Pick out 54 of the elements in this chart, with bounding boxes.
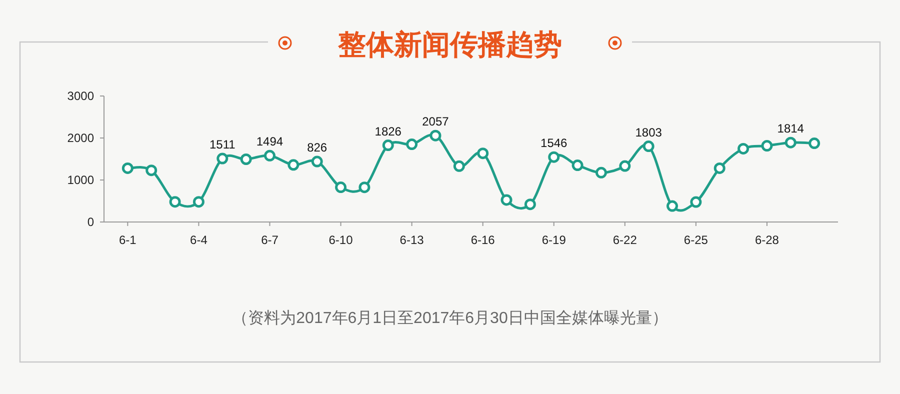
- point: [572, 160, 584, 172]
- point: [666, 200, 678, 212]
- x-tick-label: 6-28: [754, 233, 780, 247]
- point: [382, 140, 394, 152]
- point: [477, 148, 489, 160]
- point: [311, 156, 323, 168]
- x-tick-label: 6-13: [400, 233, 424, 247]
- point: [500, 194, 512, 206]
- y-tick-label: 1000: [67, 173, 94, 187]
- point: [595, 166, 607, 178]
- x-tick-label: 6-4: [190, 233, 208, 247]
- point: [192, 196, 204, 208]
- annotation: 1546: [540, 136, 568, 150]
- point: [784, 136, 796, 148]
- x-tick-label: 6-16: [470, 233, 496, 247]
- x-tick-label: 6-10: [328, 233, 354, 247]
- point: [714, 162, 726, 174]
- y-tick-label: 3000: [67, 89, 94, 103]
- annotation: 1803: [635, 125, 662, 140]
- point: [406, 138, 418, 150]
- annotation: 1826: [374, 124, 402, 138]
- annotation: 826: [307, 140, 328, 155]
- annotation: 1511: [209, 138, 236, 152]
- point: [453, 160, 465, 172]
- y-tick-label: 2000: [67, 131, 94, 145]
- point: [216, 152, 228, 164]
- point: [430, 130, 442, 142]
- annotation: 1494: [256, 134, 284, 149]
- point: [288, 159, 300, 171]
- point: [808, 138, 820, 150]
- x-tick-label: 6-22: [612, 233, 638, 247]
- point: [690, 196, 702, 208]
- point: [335, 182, 347, 194]
- point: [548, 151, 560, 163]
- x-tick-label: 6-19: [542, 233, 566, 247]
- text: （资料为2017年6月1日至2017年6月30日中国全媒体曝光量）: [232, 309, 668, 327]
- point: [264, 150, 276, 162]
- x-tick-label: 6-7: [261, 233, 279, 247]
- point: [358, 182, 370, 194]
- point: [240, 154, 252, 165]
- x-tick-label: 6-1: [119, 233, 137, 247]
- point: [738, 142, 750, 154]
- x-tick-label: 6-25: [684, 233, 708, 247]
- point: [524, 198, 536, 210]
- annotation: 1814: [777, 122, 804, 136]
- point: [122, 162, 134, 174]
- annotation: 2057: [422, 114, 450, 129]
- chart-title: 整体新闻传播趋势: [337, 29, 562, 60]
- point: [619, 160, 631, 172]
- y-tick-label: 0: [87, 215, 94, 229]
- point: [169, 196, 181, 208]
- point: [761, 140, 773, 152]
- point: [642, 140, 654, 152]
- point: [146, 164, 158, 176]
